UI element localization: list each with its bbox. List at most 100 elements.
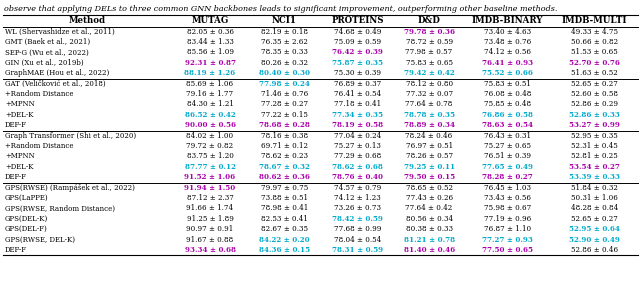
Text: 77.98 ± 0.57: 77.98 ± 0.57 bbox=[406, 48, 452, 56]
Text: 75.27 ± 0.65: 75.27 ± 0.65 bbox=[484, 142, 531, 150]
Text: 90.00 ± 0.56: 90.00 ± 0.56 bbox=[184, 121, 236, 129]
Text: 83.75 ± 1.20: 83.75 ± 1.20 bbox=[187, 152, 234, 160]
Text: 75.87 ± 0.35: 75.87 ± 0.35 bbox=[332, 59, 383, 67]
Text: 83.44 ± 1.33: 83.44 ± 1.33 bbox=[187, 38, 234, 46]
Text: 77.65 ± 0.49: 77.65 ± 0.49 bbox=[482, 163, 532, 171]
Text: 49.33 ± 4.75: 49.33 ± 4.75 bbox=[571, 28, 618, 36]
Text: 76.43 ± 0.31: 76.43 ± 0.31 bbox=[484, 132, 531, 140]
Text: 48.28 ± 0.84: 48.28 ± 0.84 bbox=[571, 205, 618, 213]
Text: 78.76 ± 0.40: 78.76 ± 0.40 bbox=[332, 173, 383, 181]
Text: +DEL-K: +DEL-K bbox=[5, 111, 33, 119]
Text: 77.43 ± 0.26: 77.43 ± 0.26 bbox=[406, 194, 452, 202]
Text: +MPNN: +MPNN bbox=[5, 100, 35, 108]
Text: WL (Shervashidze et al., 2011): WL (Shervashidze et al., 2011) bbox=[5, 28, 115, 36]
Text: 79.72 ± 0.82: 79.72 ± 0.82 bbox=[186, 142, 234, 150]
Text: GPS(DEL-K): GPS(DEL-K) bbox=[5, 215, 48, 223]
Text: 78.16 ± 0.38: 78.16 ± 0.38 bbox=[260, 132, 308, 140]
Text: 84.36 ± 0.15: 84.36 ± 0.15 bbox=[259, 246, 310, 254]
Text: 52.65 ± 0.27: 52.65 ± 0.27 bbox=[571, 215, 618, 223]
Text: +Random Distance: +Random Distance bbox=[5, 90, 74, 98]
Text: 52.81 ± 0.25: 52.81 ± 0.25 bbox=[571, 152, 618, 160]
Text: IMDB-BINARY: IMDB-BINARY bbox=[472, 16, 543, 25]
Text: 78.62 ± 0.68: 78.62 ± 0.68 bbox=[332, 163, 383, 171]
Text: 74.12 ± 0.56: 74.12 ± 0.56 bbox=[484, 48, 531, 56]
Text: 79.50 ± 0.15: 79.50 ± 0.15 bbox=[404, 173, 454, 181]
Text: SEP-G (Wu et al., 2022): SEP-G (Wu et al., 2022) bbox=[5, 48, 89, 56]
Text: 52.95 ± 0.35: 52.95 ± 0.35 bbox=[571, 132, 618, 140]
Text: 88.19 ± 1.26: 88.19 ± 1.26 bbox=[184, 69, 236, 77]
Text: MUTAG: MUTAG bbox=[191, 16, 228, 25]
Text: 52.86 ± 0.29: 52.86 ± 0.29 bbox=[571, 100, 618, 108]
Text: 80.56 ± 0.34: 80.56 ± 0.34 bbox=[406, 215, 452, 223]
Text: 78.42 ± 0.59: 78.42 ± 0.59 bbox=[332, 215, 383, 223]
Text: 50.66 ± 0.82: 50.66 ± 0.82 bbox=[571, 38, 618, 46]
Text: 76.97 ± 0.51: 76.97 ± 0.51 bbox=[406, 142, 452, 150]
Text: 73.26 ± 0.73: 73.26 ± 0.73 bbox=[334, 205, 381, 213]
Text: observe that applying DELs to three common GNN backbones leads to significant im: observe that applying DELs to three comm… bbox=[4, 5, 557, 13]
Text: 76.51 ± 0.39: 76.51 ± 0.39 bbox=[484, 152, 531, 160]
Text: 76.45 ± 1.03: 76.45 ± 1.03 bbox=[484, 184, 531, 192]
Text: 82.67 ± 0.35: 82.67 ± 0.35 bbox=[261, 225, 308, 233]
Text: 74.57 ± 0.79: 74.57 ± 0.79 bbox=[333, 184, 381, 192]
Text: 76.42 ± 0.39: 76.42 ± 0.39 bbox=[332, 48, 383, 56]
Text: 52.90 ± 0.49: 52.90 ± 0.49 bbox=[569, 236, 620, 244]
Text: 73.40 ± 4.63: 73.40 ± 4.63 bbox=[484, 28, 531, 36]
Text: 84.02 ± 1.00: 84.02 ± 1.00 bbox=[186, 132, 234, 140]
Text: 91.66 ± 1.74: 91.66 ± 1.74 bbox=[186, 205, 234, 213]
Text: 69.71 ± 0.12: 69.71 ± 0.12 bbox=[261, 142, 308, 150]
Text: 77.04 ± 0.24: 77.04 ± 0.24 bbox=[333, 132, 381, 140]
Text: GPS(RWSE, DEL-K): GPS(RWSE, DEL-K) bbox=[5, 236, 75, 244]
Text: 80.38 ± 0.33: 80.38 ± 0.33 bbox=[406, 225, 452, 233]
Text: 76.89 ± 0.37: 76.89 ± 0.37 bbox=[333, 80, 381, 88]
Text: 75.52 ± 0.66: 75.52 ± 0.66 bbox=[482, 69, 532, 77]
Text: 76.87 ± 1.10: 76.87 ± 1.10 bbox=[484, 225, 531, 233]
Text: 78.62 ± 0.23: 78.62 ± 0.23 bbox=[261, 152, 308, 160]
Text: 91.94 ± 1.50: 91.94 ± 1.50 bbox=[184, 184, 236, 192]
Text: 53.39 ± 0.33: 53.39 ± 0.33 bbox=[569, 173, 620, 181]
Text: 78.67 ± 0.32: 78.67 ± 0.32 bbox=[259, 163, 310, 171]
Text: 76.41 ± 0.54: 76.41 ± 0.54 bbox=[334, 90, 381, 98]
Text: 78.72 ± 0.59: 78.72 ± 0.59 bbox=[406, 38, 452, 46]
Text: 79.42 ± 0.42: 79.42 ± 0.42 bbox=[404, 69, 454, 77]
Text: 51.84 ± 0.32: 51.84 ± 0.32 bbox=[571, 184, 618, 192]
Text: GraphMAE (Hou et al., 2022): GraphMAE (Hou et al., 2022) bbox=[5, 69, 109, 77]
Text: 78.28 ± 0.27: 78.28 ± 0.27 bbox=[482, 173, 532, 181]
Text: GMT (Baek et al., 2021): GMT (Baek et al., 2021) bbox=[5, 38, 90, 46]
Text: 50.31 ± 1.06: 50.31 ± 1.06 bbox=[571, 194, 618, 202]
Text: +MPNN: +MPNN bbox=[5, 152, 35, 160]
Text: 79.97 ± 0.75: 79.97 ± 0.75 bbox=[260, 184, 308, 192]
Text: 77.50 ± 0.65: 77.50 ± 0.65 bbox=[482, 246, 532, 254]
Text: GPS(DEL-F): GPS(DEL-F) bbox=[5, 225, 48, 233]
Text: 52.95 ± 0.64: 52.95 ± 0.64 bbox=[569, 225, 620, 233]
Text: 78.63 ± 0.54: 78.63 ± 0.54 bbox=[482, 121, 532, 129]
Text: 84.30 ± 1.21: 84.30 ± 1.21 bbox=[187, 100, 234, 108]
Text: 75.09 ± 0.59: 75.09 ± 0.59 bbox=[334, 38, 381, 46]
Text: 77.34 ± 0.35: 77.34 ± 0.35 bbox=[332, 111, 383, 119]
Text: 93.34 ± 0.68: 93.34 ± 0.68 bbox=[184, 246, 236, 254]
Text: 92.31 ± 0.87: 92.31 ± 0.87 bbox=[184, 59, 236, 67]
Text: 53.27 ± 0.99: 53.27 ± 0.99 bbox=[569, 121, 620, 129]
Text: +DEL-K: +DEL-K bbox=[5, 163, 33, 171]
Text: 77.64 ± 0.42: 77.64 ± 0.42 bbox=[406, 205, 452, 213]
Text: 91.52 ± 1.06: 91.52 ± 1.06 bbox=[184, 173, 236, 181]
Text: 78.12 ± 0.80: 78.12 ± 0.80 bbox=[406, 80, 452, 88]
Text: 79.16 ± 1.77: 79.16 ± 1.77 bbox=[186, 90, 234, 98]
Text: 90.97 ± 0.91: 90.97 ± 0.91 bbox=[186, 225, 234, 233]
Text: 87.77 ± 0.12: 87.77 ± 0.12 bbox=[184, 163, 236, 171]
Text: 78.98 ± 0.41: 78.98 ± 0.41 bbox=[260, 205, 308, 213]
Text: 77.29 ± 0.68: 77.29 ± 0.68 bbox=[333, 152, 381, 160]
Text: 76.35 ± 2.62: 76.35 ± 2.62 bbox=[261, 38, 308, 46]
Text: 77.22 ± 0.15: 77.22 ± 0.15 bbox=[261, 111, 308, 119]
Text: DEF-F: DEF-F bbox=[5, 121, 27, 129]
Text: 78.68 ± 0.28: 78.68 ± 0.28 bbox=[259, 121, 310, 129]
Text: 52.31 ± 0.45: 52.31 ± 0.45 bbox=[571, 142, 618, 150]
Text: Graph Transformer (Shi et al., 2020): Graph Transformer (Shi et al., 2020) bbox=[5, 132, 136, 140]
Text: 91.25 ± 1.89: 91.25 ± 1.89 bbox=[187, 215, 234, 223]
Text: 52.86 ± 0.46: 52.86 ± 0.46 bbox=[571, 246, 618, 254]
Text: 82.19 ± 0.18: 82.19 ± 0.18 bbox=[261, 28, 308, 36]
Text: 71.46 ± 0.76: 71.46 ± 0.76 bbox=[260, 90, 308, 98]
Text: 86.52 ± 0.42: 86.52 ± 0.42 bbox=[184, 111, 236, 119]
Text: 80.62 ± 0.36: 80.62 ± 0.36 bbox=[259, 173, 310, 181]
Text: 81.21 ± 0.78: 81.21 ± 0.78 bbox=[404, 236, 454, 244]
Text: 87.12 ± 2.37: 87.12 ± 2.37 bbox=[187, 194, 234, 202]
